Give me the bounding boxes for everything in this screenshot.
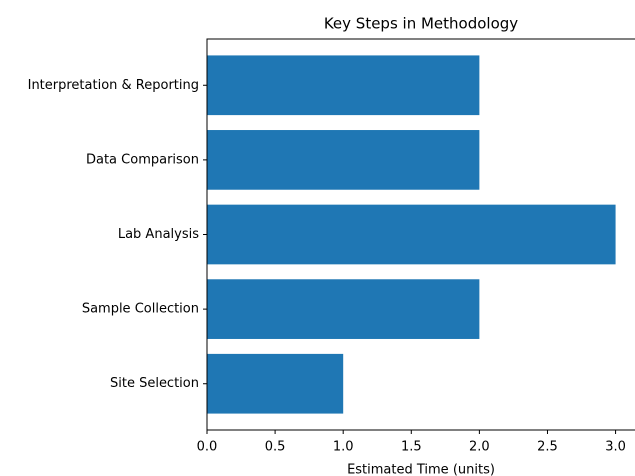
bar	[207, 279, 480, 339]
y-tick-label: Data Comparison	[86, 152, 199, 167]
x-axis-label: Estimated Time (units)	[347, 463, 495, 476]
x-tick-label: 2.5	[537, 440, 558, 455]
y-tick-label: Interpretation & Reporting	[28, 78, 199, 93]
bar	[207, 130, 480, 190]
plot-frame	[206, 38, 635, 431]
x-tick-label: 2.0	[469, 440, 490, 455]
x-tick-label: 1.5	[401, 440, 422, 455]
chart-title: Key Steps in Methodology	[324, 15, 518, 33]
x-tick-label: 0.0	[197, 440, 218, 455]
bar	[207, 204, 616, 265]
x-tick-label: 1.0	[333, 440, 354, 455]
bar	[207, 353, 344, 414]
bar	[207, 55, 480, 116]
x-tick-label: 0.5	[265, 440, 286, 455]
y-tick-label: Lab Analysis	[118, 227, 199, 242]
x-tick-label: 3.0	[605, 440, 626, 455]
y-tick-label: Site Selection	[110, 376, 199, 391]
y-tick-label: Sample Collection	[82, 302, 199, 317]
